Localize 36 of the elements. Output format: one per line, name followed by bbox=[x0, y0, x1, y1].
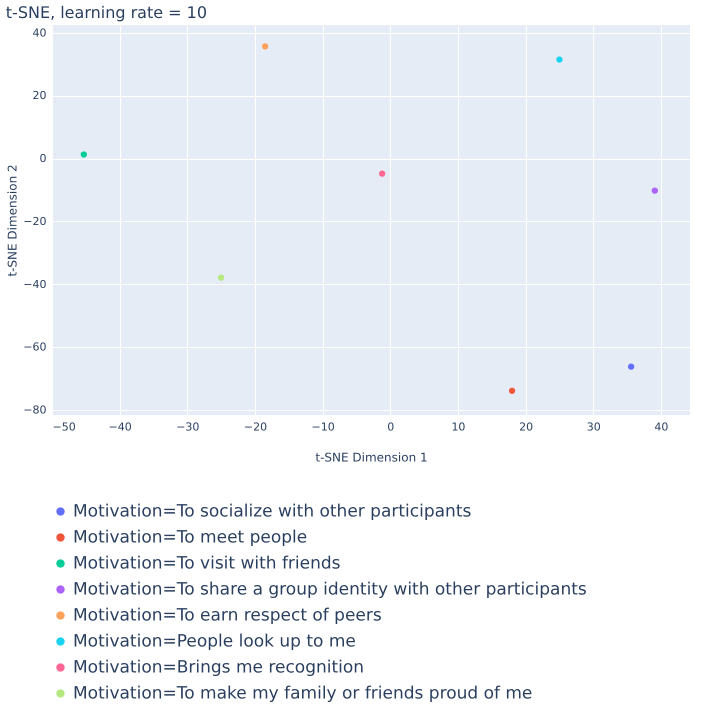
y-tick-label: 20 bbox=[32, 89, 46, 102]
point bbox=[508, 388, 516, 394]
x-tick-label: 20 bbox=[519, 420, 534, 434]
x-tick-label: 40 bbox=[654, 420, 668, 434]
y-tick-label: 40 bbox=[32, 26, 46, 40]
x-tick-label: −40 bbox=[108, 420, 132, 434]
chart-title: t-SNE, learning rate = 10 bbox=[6, 3, 208, 22]
x-axis-title: t-SNE Dimension 1 bbox=[315, 450, 428, 464]
point bbox=[218, 274, 224, 281]
y-axis-title: t-SNE Dimension 2 bbox=[5, 164, 20, 277]
legend-label: Motivation=To meet people bbox=[73, 528, 308, 548]
x-tick-label: 0 bbox=[387, 420, 394, 434]
x-tick-label: −30 bbox=[176, 420, 200, 434]
legend-label: Motivation=To earn respect of peers bbox=[73, 606, 382, 626]
legend-label: Motivation=Brings me recognition bbox=[73, 658, 364, 678]
point bbox=[80, 151, 87, 158]
x-tick-label: −50 bbox=[52, 420, 76, 434]
point bbox=[556, 56, 563, 63]
x-tick-label: 10 bbox=[451, 420, 466, 434]
point bbox=[628, 363, 634, 370]
point bbox=[379, 170, 386, 177]
legend-label: Motivation=To share a group identity with other participants bbox=[73, 580, 587, 600]
legend-label: Motivation=To visit with friends bbox=[73, 554, 341, 574]
x-tick-label: 30 bbox=[586, 420, 601, 434]
point bbox=[652, 187, 658, 194]
legend-label: Motivation=People look up to me bbox=[73, 632, 356, 652]
x-tick-label: −20 bbox=[244, 420, 268, 434]
y-tick-label: −80 bbox=[23, 403, 46, 416]
y-tick-label: −20 bbox=[23, 214, 46, 228]
y-tick-label: −40 bbox=[23, 278, 46, 291]
legend-label: Motivation=To make my family or friends proud of me bbox=[73, 684, 532, 704]
x-tick-label: −10 bbox=[312, 420, 335, 434]
legend-label: Motivation=To socialize with other participants bbox=[73, 502, 472, 522]
y-tick-label: 0 bbox=[40, 152, 46, 166]
y-tick-label: −60 bbox=[23, 340, 46, 354]
point bbox=[262, 43, 268, 50]
